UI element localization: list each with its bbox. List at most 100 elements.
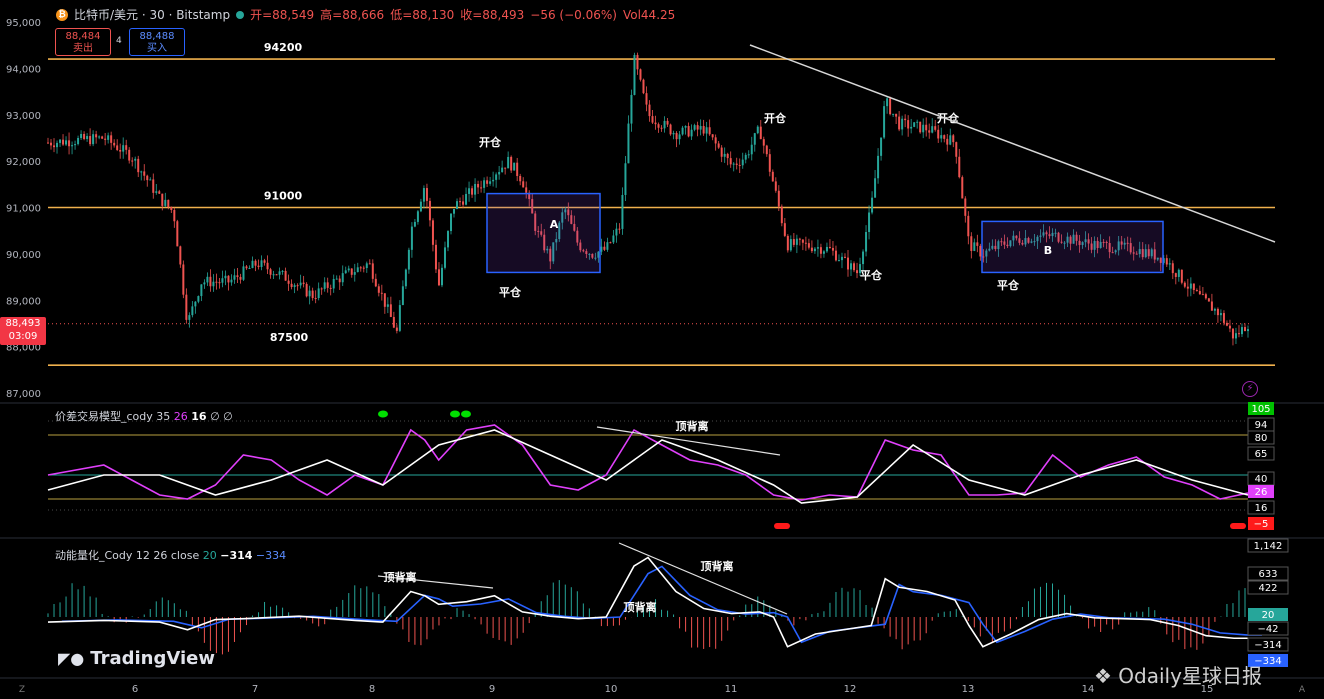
candle-body	[404, 269, 407, 287]
candle-body	[407, 249, 410, 270]
candle-body	[955, 142, 958, 157]
candle-body	[741, 159, 744, 166]
candle-body	[1024, 238, 1027, 245]
candle-body	[92, 134, 95, 145]
candle-body	[1195, 290, 1198, 292]
candle-body	[681, 127, 684, 135]
candle-body	[200, 284, 203, 297]
candle-body	[928, 130, 931, 133]
symbol-title[interactable]: 比特币/美元 · 30 · Bitstamp	[74, 8, 231, 22]
candle-body	[269, 269, 272, 275]
ind1-axis-label: 105	[1251, 404, 1270, 415]
ind1-divergence-line	[596, 426, 781, 456]
indicator1-header[interactable]: 价差交易模型_cody 35 26 16 ∅ ∅	[55, 408, 233, 424]
candle-body	[377, 286, 380, 293]
candle-body	[837, 260, 840, 262]
candle-body	[768, 154, 771, 172]
candle-body	[1228, 325, 1231, 329]
candle-body	[862, 251, 865, 265]
candle-body	[59, 139, 62, 143]
candle-body	[188, 315, 191, 320]
candle-body	[128, 149, 131, 161]
candle-body	[847, 257, 849, 270]
open-value: 开=88,549	[250, 8, 315, 22]
candle-body	[588, 253, 591, 255]
candle-body	[940, 135, 943, 139]
candle-body	[1000, 241, 1003, 243]
candle-body	[1162, 258, 1165, 263]
candle-body	[573, 223, 576, 231]
indicator1-value-2: 16	[191, 410, 207, 423]
candle-body	[982, 256, 985, 258]
candle-body	[789, 239, 792, 251]
candle-body	[468, 188, 471, 194]
ind2-axis-tag	[1247, 621, 1289, 636]
candle-body	[329, 287, 332, 289]
candle-body	[447, 231, 449, 248]
range-box-b	[981, 220, 1164, 274]
candle-body	[338, 278, 341, 283]
indicator2-value-2: −314	[220, 549, 253, 562]
tradingview-logo: ◤● TradingView	[58, 648, 215, 669]
x-tick-label: 8	[369, 684, 375, 695]
current-price: 88,493	[5, 318, 41, 329]
buy-button[interactable]: 88,488 买入	[129, 28, 185, 56]
indicator2-header[interactable]: 动能量化_Cody 12 26 close 20 −314 −334	[55, 547, 286, 563]
candle-body	[988, 248, 991, 251]
candle-body	[83, 133, 86, 140]
market-open-icon	[236, 10, 245, 19]
candle-body	[609, 242, 612, 244]
candle-body	[1015, 235, 1018, 239]
candle-body	[732, 163, 735, 165]
candle-body	[296, 285, 299, 287]
range-box-a	[486, 192, 601, 274]
lightning-icon[interactable]: ⚡	[1242, 381, 1258, 397]
candle-body	[462, 201, 465, 205]
candle-body	[753, 133, 756, 145]
candle-body	[233, 275, 236, 280]
candle-body	[759, 126, 762, 140]
ind2-divergence-label: 顶背离	[701, 559, 734, 573]
candle-body	[347, 268, 350, 271]
candle-body	[1111, 252, 1114, 254]
candle-body	[1177, 269, 1180, 277]
candle-body	[1069, 236, 1072, 244]
candle-body	[708, 127, 711, 135]
candle-body	[422, 188, 425, 202]
close-value: 收=88,493	[460, 8, 525, 22]
candle-body	[1027, 238, 1030, 243]
candle-body	[80, 133, 83, 139]
watermark-icon: ❖	[1094, 664, 1112, 688]
candle-body	[350, 268, 353, 275]
candle-body	[883, 106, 886, 138]
candle-body	[317, 288, 320, 299]
candle-body	[651, 116, 654, 123]
ind2-axis-tag	[1247, 637, 1289, 652]
candle-body	[1186, 286, 1189, 289]
buy-label: 买入	[147, 43, 167, 54]
candle-body	[660, 127, 663, 129]
candle-body	[137, 158, 140, 173]
candle-body	[1165, 258, 1168, 265]
candle-body	[495, 174, 498, 180]
candle-body	[663, 120, 666, 129]
sell-button[interactable]: 88,484 卖出	[55, 28, 111, 56]
candle-body	[173, 210, 176, 222]
ind2-axis-label: −42	[1257, 624, 1278, 635]
candle-body	[1102, 241, 1105, 243]
candle-body	[383, 293, 386, 307]
candle-body	[1132, 252, 1135, 254]
candle-body	[925, 124, 928, 131]
candle-body	[738, 164, 741, 166]
candle-body	[299, 282, 302, 286]
candle-body	[705, 127, 708, 134]
y-tick-label: 94,000	[6, 64, 41, 75]
candle-body	[86, 136, 89, 140]
candle-body	[368, 263, 371, 265]
indicator2-value-3: −334	[255, 549, 287, 562]
candle-body	[74, 144, 77, 146]
indicator2-value-1: 20	[202, 549, 217, 562]
candle-body	[810, 247, 813, 252]
candle-body	[260, 260, 263, 267]
